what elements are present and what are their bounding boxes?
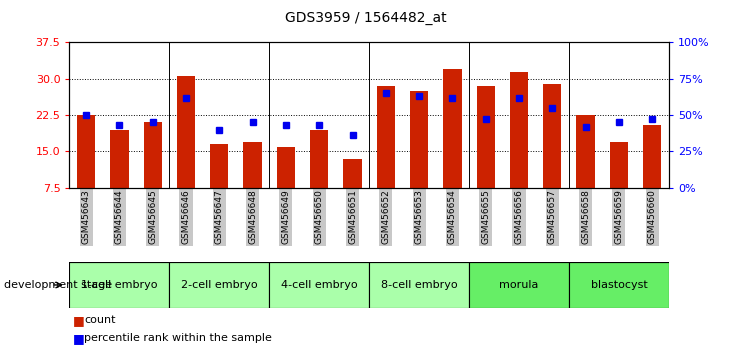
- Bar: [243, 142, 262, 188]
- Text: GDS3959 / 1564482_at: GDS3959 / 1564482_at: [284, 11, 447, 25]
- Text: 8-cell embryo: 8-cell embryo: [381, 280, 458, 290]
- Text: morula: morula: [499, 280, 539, 290]
- Bar: [69, 262, 170, 308]
- Bar: [143, 122, 162, 188]
- Text: blastocyst: blastocyst: [591, 280, 647, 290]
- Bar: [510, 72, 529, 188]
- Bar: [477, 86, 495, 188]
- Text: count: count: [84, 315, 115, 325]
- Bar: [610, 142, 628, 188]
- Text: development stage: development stage: [4, 280, 112, 290]
- Text: percentile rank within the sample: percentile rank within the sample: [84, 333, 272, 343]
- Bar: [410, 91, 428, 188]
- Bar: [210, 144, 229, 188]
- Bar: [110, 130, 129, 188]
- Bar: [344, 159, 362, 188]
- Text: ■: ■: [73, 314, 85, 327]
- Bar: [469, 262, 569, 308]
- Bar: [369, 262, 469, 308]
- Bar: [269, 262, 369, 308]
- Text: 2-cell embryo: 2-cell embryo: [181, 280, 257, 290]
- Bar: [569, 262, 669, 308]
- Bar: [376, 86, 395, 188]
- Bar: [177, 76, 195, 188]
- Bar: [170, 262, 269, 308]
- Bar: [443, 69, 461, 188]
- Bar: [577, 115, 595, 188]
- Text: 4-cell embryo: 4-cell embryo: [281, 280, 357, 290]
- Bar: [643, 125, 662, 188]
- Bar: [277, 148, 295, 188]
- Bar: [543, 84, 561, 188]
- Bar: [77, 115, 95, 188]
- Text: 1-cell embryo: 1-cell embryo: [81, 280, 158, 290]
- Bar: [310, 130, 328, 188]
- Text: ■: ■: [73, 332, 85, 344]
